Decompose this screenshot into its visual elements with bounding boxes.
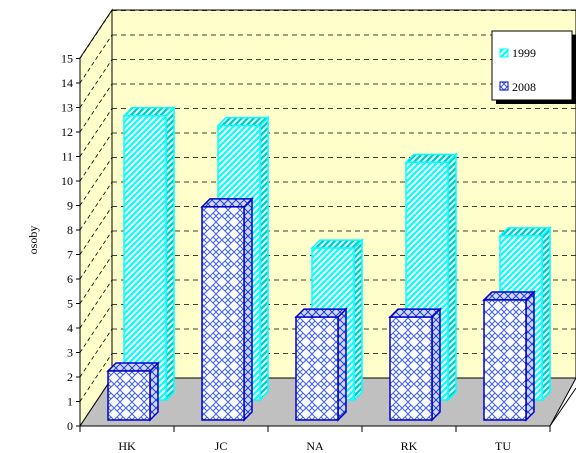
x-tick-label-na: NA	[306, 439, 324, 453]
y-tick-label: 10	[61, 174, 73, 188]
gridline-side	[79, 83, 113, 133]
x-tick-label-hk: HK	[118, 439, 136, 453]
gridline-side	[79, 34, 113, 84]
gridline-side	[79, 206, 113, 255]
legend-item-1999: 1999	[499, 46, 536, 60]
y-tick-label: 3	[67, 346, 73, 360]
y-axis-title: osoby	[26, 226, 40, 255]
y-tick-label: 7	[67, 248, 73, 262]
y-tick-label: 9	[67, 199, 73, 213]
y-tick-label: 13	[61, 101, 73, 115]
legend: 1999 2008	[491, 30, 576, 104]
gridline-side	[79, 181, 113, 231]
bar-2008-rk	[388, 307, 442, 422]
gridline-side	[79, 157, 113, 206]
chart-side-wall	[79, 8, 113, 428]
bar-2008-tu	[482, 290, 536, 422]
bar-2008-na	[294, 307, 348, 422]
gridlines	[79, 10, 576, 402]
y-tick-label: 2	[67, 370, 73, 384]
x-tick-label-tu: TU	[495, 439, 511, 453]
gridline-side	[79, 230, 113, 280]
x-tick-label-jc: JC	[215, 439, 228, 453]
y-tick-label: 8	[67, 223, 73, 237]
gridline-side	[79, 132, 113, 182]
y-tick-label: 14	[61, 76, 73, 90]
x-axis: HK JC NA RK TU	[79, 425, 551, 453]
bar-2008-hk	[106, 361, 160, 422]
y-tick-label: 11	[61, 150, 73, 164]
y-tick-label: 12	[61, 125, 73, 139]
floor-right-edge	[549, 387, 576, 427]
gridline-side	[79, 279, 113, 329]
legend-swatch-2008	[499, 81, 509, 91]
gridline-side	[79, 304, 113, 353]
y-tick-label: 0	[67, 419, 73, 433]
gridline-side	[79, 255, 113, 304]
bar-2008-jc	[200, 197, 254, 422]
legend-swatch-1999	[499, 48, 509, 58]
bars-2008	[106, 197, 536, 422]
y-tick-label: 1	[67, 395, 73, 409]
legend-label-2008: 2008	[512, 80, 536, 94]
x-tick-label-rk: RK	[401, 439, 418, 453]
gridline-side	[79, 59, 113, 108]
y-tick-label: 4	[67, 321, 73, 335]
gridline-side	[79, 328, 113, 378]
legend-label-1999: 1999	[512, 46, 536, 60]
y-tick-label: 15	[61, 52, 73, 66]
gridline-side	[79, 10, 113, 59]
bar-1999-hk	[122, 105, 176, 402]
gridline-side	[79, 108, 113, 157]
y-tick-label: 6	[67, 272, 73, 286]
y-tick-label: 5	[67, 297, 73, 311]
legend-item-2008: 2008	[499, 80, 536, 94]
gridline-side	[79, 353, 113, 402]
